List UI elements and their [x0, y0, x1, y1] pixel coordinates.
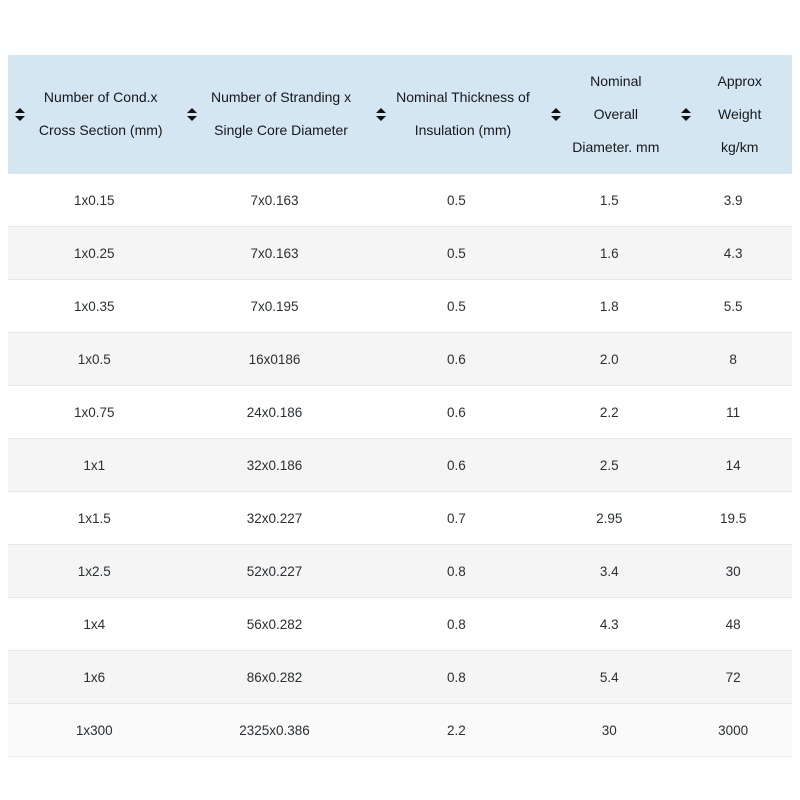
column-header-label: Number of Stranding x Single Core Diamet…: [211, 89, 352, 138]
table-cell-approx_weight: 3.9: [674, 173, 792, 227]
table-cell-overall_diameter: 1.6: [544, 226, 675, 280]
table-cell-approx_weight: 11: [674, 385, 792, 439]
table-cell-stranding_core_diameter: 86x0.282: [180, 650, 369, 704]
table-cell-overall_diameter: 4.3: [544, 597, 675, 651]
table-header-row: Number of Cond.x Cross Section (mm) Numb…: [8, 55, 792, 174]
cable-spec-table: Number of Cond.x Cross Section (mm) Numb…: [8, 55, 792, 757]
table-cell-cond_cross_section: 1x0.5: [8, 332, 181, 386]
table-cell-insulation_thickness: 0.8: [368, 650, 545, 704]
table-cell-cond_cross_section: 1x300: [8, 703, 181, 757]
table-cell-overall_diameter: 5.4: [544, 650, 675, 704]
column-header-approx-weight[interactable]: Approx Weight kg/km: [674, 55, 792, 174]
table-cell-stranding_core_diameter: 24x0.186: [180, 385, 369, 439]
table-cell-insulation_thickness: 0.6: [368, 438, 545, 492]
table-cell-cond_cross_section: 1x4: [8, 597, 181, 651]
table-cell-approx_weight: 8: [674, 332, 792, 386]
table-header: Number of Cond.x Cross Section (mm) Numb…: [8, 55, 792, 174]
table-cell-cond_cross_section: 1x0.75: [8, 385, 181, 439]
table-cell-approx_weight: 72: [674, 650, 792, 704]
column-header-insulation-thickness[interactable]: Nominal Thickness of Insulation (mm): [368, 55, 545, 174]
table-row: 1x300 2325x0.386 2.2 30 3000: [8, 703, 792, 757]
sort-icon[interactable]: [15, 107, 25, 121]
table-cell-approx_weight: 48: [674, 597, 792, 651]
table-cell-cond_cross_section: 1x0.35: [8, 279, 181, 333]
table-cell-cond_cross_section: 1x0.25: [8, 226, 181, 280]
table-cell-overall_diameter: 2.5: [544, 438, 675, 492]
table-cell-approx_weight: 30: [674, 544, 792, 598]
table-cell-cond_cross_section: 1x2.5: [8, 544, 181, 598]
table-cell-overall_diameter: 2.0: [544, 332, 675, 386]
table-cell-stranding_core_diameter: 7x0.163: [180, 226, 369, 280]
table-cell-insulation_thickness: 0.6: [368, 385, 545, 439]
column-header-label: Nominal Thickness of Insulation (mm): [396, 89, 530, 138]
sort-icon[interactable]: [681, 107, 692, 121]
sort-icon[interactable]: [551, 107, 562, 121]
cable-spec-table-container: Number of Cond.x Cross Section (mm) Numb…: [8, 55, 792, 757]
table-row: 1x6 86x0.282 0.8 5.4 72: [8, 650, 792, 704]
table-cell-stranding_core_diameter: 16x0186: [180, 332, 369, 386]
table-cell-cond_cross_section: 1x1: [8, 438, 181, 492]
table-body: 1x0.15 7x0.163 0.5 1.5 3.9 1x0.25 7x0.163 0.5 1.…: [8, 173, 792, 757]
table-cell-stranding_core_diameter: 56x0.282: [180, 597, 369, 651]
table-cell-stranding_core_diameter: 2325x0.386: [180, 703, 369, 757]
table-row: 1x1.5 32x0.227 0.7 2.95 19.5: [8, 491, 792, 545]
table-cell-overall_diameter: 3.4: [544, 544, 675, 598]
table-cell-insulation_thickness: 0.8: [368, 544, 545, 598]
column-header-stranding-core-diameter[interactable]: Number of Stranding x Single Core Diamet…: [180, 55, 369, 174]
table-row: 1x4 56x0.282 0.8 4.3 48: [8, 597, 792, 651]
column-header-label: Number of Cond.x Cross Section (mm): [38, 89, 163, 138]
table-cell-overall_diameter: 30: [544, 703, 675, 757]
table-cell-overall_diameter: 1.5: [544, 173, 675, 227]
table-cell-insulation_thickness: 0.7: [368, 491, 545, 545]
table-cell-stranding_core_diameter: 7x0.195: [180, 279, 369, 333]
table-cell-overall_diameter: 2.2: [544, 385, 675, 439]
table-cell-overall_diameter: 2.95: [544, 491, 675, 545]
table-cell-insulation_thickness: 0.5: [368, 226, 545, 280]
table-cell-approx_weight: 4.3: [674, 226, 792, 280]
table-cell-stranding_core_diameter: 32x0.186: [180, 438, 369, 492]
table-row: 1x2.5 52x0.227 0.8 3.4 30: [8, 544, 792, 598]
table-cell-stranding_core_diameter: 7x0.163: [180, 173, 369, 227]
table-cell-insulation_thickness: 0.5: [368, 279, 545, 333]
column-header-label: Nominal Overall Diameter. mm: [572, 72, 660, 155]
table-cell-overall_diameter: 1.8: [544, 279, 675, 333]
sort-icon[interactable]: [187, 107, 198, 121]
table-cell-stranding_core_diameter: 52x0.227: [180, 544, 369, 598]
table-cell-insulation_thickness: 0.5: [368, 173, 545, 227]
table-cell-insulation_thickness: 2.2: [368, 703, 545, 757]
table-cell-stranding_core_diameter: 32x0.227: [180, 491, 369, 545]
table-row: 1x0.15 7x0.163 0.5 1.5 3.9: [8, 173, 792, 227]
table-cell-approx_weight: 5.5: [674, 279, 792, 333]
table-row: 1x0.35 7x0.195 0.5 1.8 5.5: [8, 279, 792, 333]
table-cell-insulation_thickness: 0.8: [368, 597, 545, 651]
sort-icon[interactable]: [375, 107, 386, 121]
table-cell-cond_cross_section: 1x6: [8, 650, 181, 704]
table-row: 1x0.75 24x0.186 0.6 2.2 11: [8, 385, 792, 439]
table-cell-insulation_thickness: 0.6: [368, 332, 545, 386]
table-cell-approx_weight: 19.5: [674, 491, 792, 545]
table-cell-approx_weight: 3000: [674, 703, 792, 757]
column-header-label: Approx Weight kg/km: [717, 72, 762, 155]
table-row: 1x0.25 7x0.163 0.5 1.6 4.3: [8, 226, 792, 280]
table-cell-cond_cross_section: 1x1.5: [8, 491, 181, 545]
column-header-cond-cross-section[interactable]: Number of Cond.x Cross Section (mm): [8, 55, 181, 174]
table-cell-cond_cross_section: 1x0.15: [8, 173, 181, 227]
table-row: 1x0.5 16x0186 0.6 2.0 8: [8, 332, 792, 386]
column-header-overall-diameter[interactable]: Nominal Overall Diameter. mm: [544, 55, 675, 174]
table-row: 1x1 32x0.186 0.6 2.5 14: [8, 438, 792, 492]
table-cell-approx_weight: 14: [674, 438, 792, 492]
